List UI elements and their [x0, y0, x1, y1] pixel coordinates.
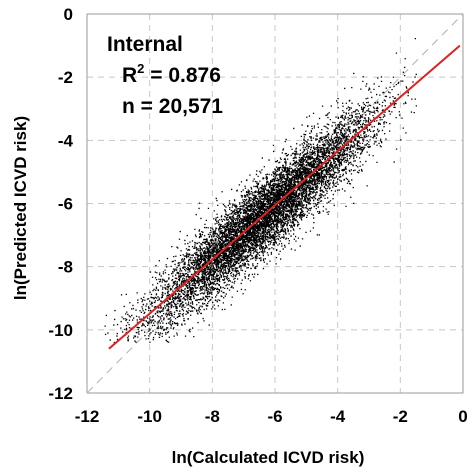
- r-squared-symbol: R: [122, 64, 137, 87]
- x-tick-label: -6: [267, 407, 282, 426]
- y-tick-label: -10: [48, 321, 73, 340]
- fit-line-group: [108, 44, 461, 350]
- y-tick-label: -8: [58, 258, 73, 277]
- r-squared-label: R2 = 0.876: [122, 61, 221, 87]
- regression-line: [108, 44, 461, 350]
- y-tick-label: -12: [48, 384, 73, 403]
- annotation-box: Internal R2 = 0.876 n = 20,571: [107, 33, 223, 118]
- y-axis-label: ln(Predicted ICVD risk): [11, 116, 30, 300]
- y-tick-label: 0: [64, 5, 73, 24]
- x-axis-label: ln(Calculated ICVD risk): [172, 448, 365, 467]
- x-axis-ticks: -12 -10 -8 -6 -4 -2 0: [75, 407, 468, 426]
- x-tick-label: -2: [393, 407, 408, 426]
- x-tick-label: -10: [137, 407, 162, 426]
- y-tick-label: -4: [58, 131, 74, 150]
- y-axis-ticks: -12 -10 -8 -6 -4 -2 0: [48, 5, 73, 403]
- x-tick-label: -8: [205, 407, 220, 426]
- group-label: Internal: [107, 33, 183, 56]
- x-tick-label: -4: [330, 407, 346, 426]
- x-tick-label: -12: [75, 407, 100, 426]
- x-tick-label: 0: [458, 407, 467, 426]
- scatter-points: [104, 38, 417, 344]
- r-squared-superscript: 2: [137, 61, 144, 76]
- plot-area: [86, 13, 464, 394]
- y-tick-label: -2: [58, 68, 73, 87]
- y-tick-label: -6: [58, 195, 73, 214]
- data-points: [104, 38, 417, 344]
- r-squared-value: = 0.876: [144, 64, 220, 87]
- sample-size-label: n = 20,571: [122, 95, 223, 118]
